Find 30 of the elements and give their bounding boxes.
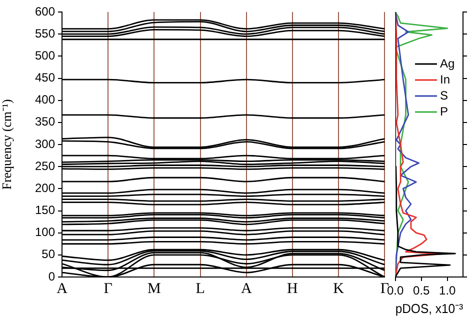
legend-label: S [440, 88, 448, 102]
y-axis-title: Frequency (cm⁻¹) [0, 99, 14, 190]
x-tick-label: L [196, 280, 205, 297]
y-tick-label: 500 [34, 48, 56, 62]
y-tick-label: 450 [34, 70, 56, 85]
legend-label: Ag [440, 56, 455, 70]
y-tick-label: 0 [48, 269, 56, 284]
x-axis-title: pDOS, x10⁻³ [395, 301, 464, 316]
y-tick-label: 400 [34, 92, 56, 107]
y-tick-label: 550 [34, 26, 56, 40]
x-tick-label: M [148, 280, 161, 297]
x-tick-label: 1.0 [439, 284, 456, 298]
y-tick-label: 50 [42, 247, 56, 262]
x-tick-label: 0.5 [413, 284, 430, 298]
x-tick-label: Γ [380, 280, 390, 297]
y-tick-label: 300 [34, 136, 56, 151]
y-tick-label: 600 [34, 4, 56, 18]
y-tick-label: 200 [34, 180, 56, 195]
y-tick-label: 100 [34, 225, 56, 240]
legend-label: In [440, 72, 450, 86]
legend-label: P [440, 104, 448, 118]
x-tick-label: H [287, 280, 298, 297]
x-tick-label: K [333, 280, 344, 297]
y-tick-label: 250 [34, 158, 56, 173]
x-tick-label: Γ [104, 280, 113, 297]
x-tick-label: A [240, 280, 252, 297]
x-tick-label: A [56, 280, 68, 297]
y-tick-label: 350 [34, 114, 56, 129]
x-tick-label: 0.0 [386, 284, 404, 298]
y-tick-label: 150 [34, 203, 56, 218]
